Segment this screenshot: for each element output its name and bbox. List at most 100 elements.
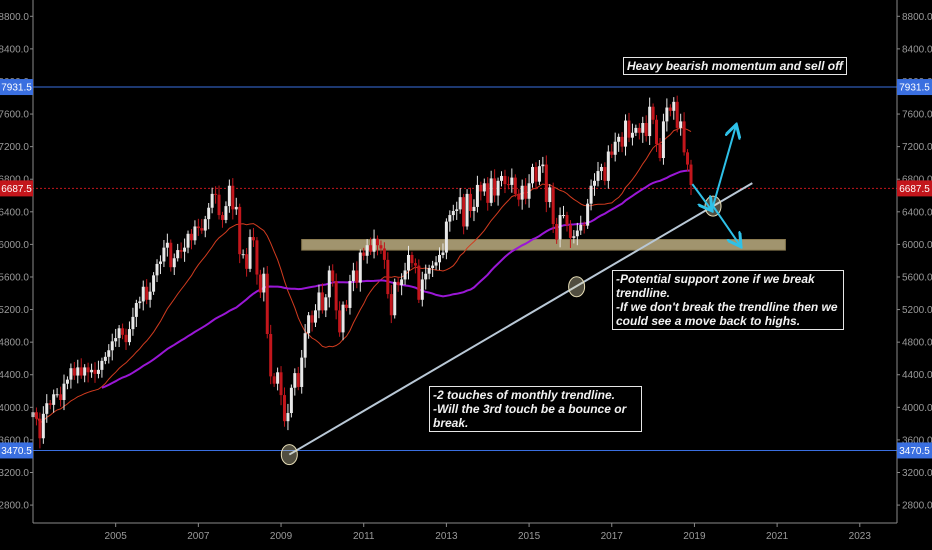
candle-body <box>331 270 335 282</box>
candle-body <box>179 250 183 252</box>
candle-body <box>624 120 628 147</box>
candle-body <box>231 185 235 210</box>
price-tags: 7931.5 7931.5 6687.5 6687.5 3470.5 3470.5 <box>0 79 932 459</box>
y-tick-label: 2800.0 <box>0 501 29 512</box>
candle-body <box>379 245 383 249</box>
candle-body <box>183 247 187 252</box>
candle-body <box>127 329 131 343</box>
y-tick-label: 7600.0 <box>0 110 29 121</box>
candle-body <box>93 369 97 374</box>
price-tag-right-label: 7931.5 <box>899 83 930 94</box>
x-tick-label: 2019 <box>683 531 706 542</box>
candle-body <box>606 151 610 181</box>
candle-body <box>324 297 328 311</box>
candle-body <box>617 136 621 142</box>
y-tick-label: 8400.0 <box>902 44 932 55</box>
candle-body <box>620 136 624 147</box>
projection-arrow-2 <box>712 205 740 245</box>
candle-body <box>651 106 655 120</box>
candle-body <box>227 185 231 207</box>
candle-body <box>317 292 321 311</box>
candle-body <box>107 350 111 357</box>
candle-body <box>320 292 324 311</box>
candle-body <box>634 127 638 133</box>
candle-body <box>307 315 311 334</box>
moving-average-slow <box>101 169 691 389</box>
candle-body <box>262 273 266 293</box>
candle-body <box>255 240 259 275</box>
candle-body <box>655 119 659 145</box>
candle-body <box>62 383 66 400</box>
candle-body <box>500 175 504 181</box>
candle-body <box>375 238 379 246</box>
candle-body <box>248 237 252 269</box>
candle-body <box>451 210 455 216</box>
candle-body <box>165 242 169 248</box>
candle-body <box>103 356 107 361</box>
candle-body <box>210 193 214 208</box>
y-tick-label: 4400.0 <box>902 370 932 381</box>
candle-body <box>241 254 245 256</box>
y-tick-label: 5200.0 <box>902 305 932 316</box>
x-tick-label: 2023 <box>849 531 872 542</box>
y-tick-label: 6000.0 <box>0 240 29 251</box>
candle-body <box>303 333 307 358</box>
candle-body <box>613 141 617 155</box>
candle-body <box>38 418 42 439</box>
candle-body <box>296 373 300 387</box>
candle-body <box>596 171 600 181</box>
candle-body <box>382 248 386 260</box>
candle-body <box>355 270 359 283</box>
x-tick-label: 2011 <box>353 531 375 542</box>
y-tick-label: 8400.0 <box>0 44 29 55</box>
candle-body <box>510 177 514 185</box>
y-tick-label: 6400.0 <box>902 207 932 218</box>
y-tick-label: 6400.0 <box>0 207 29 218</box>
trendline <box>288 182 753 456</box>
candle-body <box>413 263 417 266</box>
y-tick-label: 4800.0 <box>0 338 29 349</box>
candle-body <box>582 224 586 226</box>
y-axis-left: 2800.0 3200.0 3600.0 4000.0 4400.0 4800.0 5200… <box>0 12 33 512</box>
candle-body <box>169 242 173 268</box>
candle-body <box>489 178 493 203</box>
moving-average-fast <box>32 127 692 424</box>
x-tick-label: 2005 <box>105 531 128 542</box>
candle-body <box>462 197 466 227</box>
candle-body <box>286 413 290 422</box>
candle-body <box>686 152 690 165</box>
candle-body <box>648 106 652 137</box>
candle-body <box>424 273 428 280</box>
candle-body <box>272 376 276 384</box>
candle-body <box>668 107 672 111</box>
candle-body <box>444 221 448 253</box>
y-tick-label: 8800.0 <box>902 12 932 23</box>
candle-body <box>55 394 59 396</box>
candle-body <box>534 167 538 182</box>
candle-body <box>599 167 603 172</box>
annotation-support-zone: -Potential support zone if we break tren… <box>612 270 844 330</box>
candle-body <box>441 252 445 255</box>
candle-body <box>679 121 683 128</box>
candle-body <box>152 275 156 292</box>
candle-body <box>141 286 145 302</box>
candle-body <box>172 258 176 268</box>
candle-body <box>100 360 104 370</box>
candle-body <box>658 144 662 159</box>
candle-body <box>562 215 566 217</box>
candle-body <box>138 301 142 304</box>
candle-body <box>386 259 390 295</box>
candle-body <box>627 120 631 138</box>
candle-body <box>289 387 293 414</box>
candle-body <box>665 107 669 122</box>
candle-body <box>186 233 190 248</box>
candle-body <box>527 183 531 199</box>
x-tick-label: 2017 <box>601 531 624 542</box>
candle-body <box>524 185 528 199</box>
candle-body <box>468 193 472 211</box>
y-tick-label: 3600.0 <box>0 435 29 446</box>
candle-body <box>372 238 376 252</box>
candle-body <box>479 184 483 192</box>
candle-body <box>344 304 348 308</box>
candle-body <box>482 183 486 192</box>
